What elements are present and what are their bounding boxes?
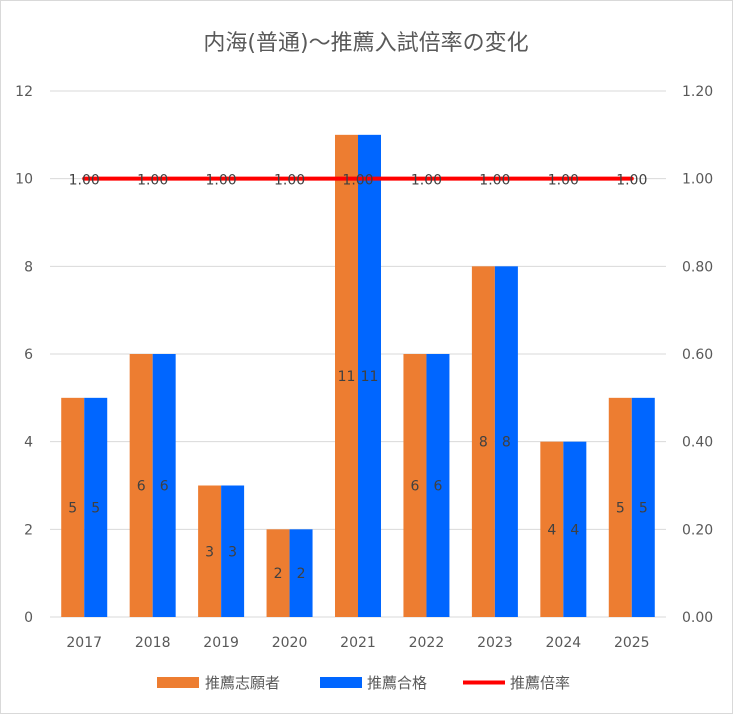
y-left-tick-label: 10 [15,172,33,188]
bar [403,354,427,617]
bar-data-label: 6 [433,479,442,495]
x-tick-label: 2022 [409,635,445,651]
bar [631,397,655,617]
line-data-label: 1.00 [274,173,305,189]
bar [471,266,495,617]
legend-label: 推薦倍率 [510,674,570,692]
bar-data-label: 6 [410,479,419,495]
legend-label: 推薦合格 [367,674,427,692]
y-left-tick-label: 2 [24,522,33,538]
bar-data-label: 5 [68,500,77,516]
x-tick-label: 2017 [66,635,102,651]
legend-swatch [157,677,199,688]
bar-data-label: 3 [205,544,214,560]
line-data-label: 1.00 [411,173,442,189]
y-right-tick-label: 0.20 [682,522,713,538]
y-right-tick-label: 1.20 [682,84,713,100]
chart-title: 内海(普通)〜推薦入試倍率の変化 [203,31,528,56]
y-left-tick-label: 4 [24,435,33,451]
legend-swatch [320,677,362,688]
bar [61,397,85,617]
bar [221,485,245,617]
bar [335,134,358,618]
bar-data-label: 5 [616,500,625,516]
bar [608,397,632,617]
legend: 推薦志願者 推薦合格 推薦倍率 [157,674,570,692]
bar [84,397,108,617]
bar [129,354,153,617]
bar-data-label: 5 [91,500,100,516]
bar [494,266,518,617]
bar-data-label: 2 [297,566,306,582]
line-data-label: 1.00 [616,173,647,189]
x-tick-label: 2021 [340,635,376,651]
bar-data-label: 8 [479,435,488,451]
axis-layer: 0 0.00 2 0.20 4 0.40 6 0.60 8 0.80 10 1.00 12 1.20 201… [15,84,713,651]
y-left-tick-label: 8 [24,259,33,275]
legend-label: 推薦志願者 [205,674,280,692]
bar [358,134,381,618]
bar-data-label: 11 [338,369,356,385]
bar [266,529,290,617]
bar-data-label: 4 [570,522,579,538]
line-data-label: 1.00 [548,173,579,189]
line-data-label: 1.00 [342,173,373,189]
bar-data-label: 6 [160,479,169,495]
x-tick-label: 2018 [135,635,171,651]
x-tick-label: 2020 [272,635,308,651]
bar [540,441,564,617]
x-tick-label: 2024 [546,635,582,651]
bar-data-label: 6 [137,479,146,495]
bar [426,354,450,617]
bar-data-label: 8 [502,435,511,451]
y-left-tick-label: 0 [24,610,33,626]
bar-data-label: 5 [639,500,648,516]
x-tick-label: 2023 [477,635,513,651]
bar [563,441,587,617]
bar [198,485,222,617]
x-tick-label: 2019 [203,635,239,651]
y-right-tick-label: 0.00 [682,610,713,626]
line-data-label: 1.00 [206,173,237,189]
bar [289,529,313,617]
line-data-label: 1.00 [479,173,510,189]
bar-data-label: 11 [361,369,379,385]
line-data-label: 1.00 [69,173,100,189]
bar-data-label: 4 [547,522,556,538]
bar-data-label: 2 [274,566,283,582]
line-data-label: 1.00 [137,173,168,189]
y-right-tick-label: 0.40 [682,435,713,451]
bar [152,354,176,617]
bars-layer [61,134,655,618]
y-right-tick-label: 0.60 [682,347,713,363]
y-left-tick-label: 6 [24,347,33,363]
y-left-tick-label: 12 [15,84,33,100]
y-right-tick-label: 0.80 [682,259,713,275]
y-right-tick-label: 1.00 [682,172,713,188]
bar-data-label: 3 [228,544,237,560]
x-tick-label: 2025 [614,635,650,651]
